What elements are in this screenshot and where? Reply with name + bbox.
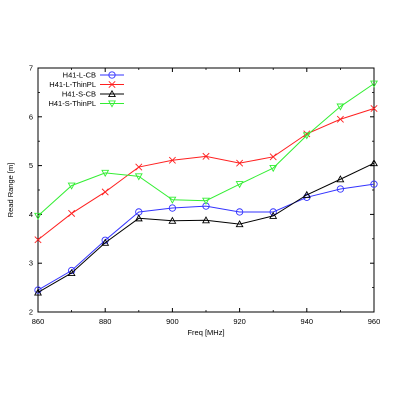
data-point — [168, 156, 176, 164]
data-point — [370, 104, 378, 113]
legend-label: H41-S-ThinPL — [48, 99, 96, 108]
data-point — [336, 175, 345, 183]
data-point — [302, 190, 311, 198]
data-point — [34, 288, 42, 296]
data-point — [135, 163, 143, 171]
legend-marker — [108, 71, 116, 79]
data-point — [303, 130, 311, 138]
series-h41-l-thinpl — [34, 104, 378, 244]
x-tick-label: 960 — [368, 317, 381, 326]
legend-label: H41-S-CB — [62, 90, 96, 99]
data-point — [34, 236, 42, 244]
data-point — [134, 173, 143, 181]
legend-label: H41-L-ThinPL — [49, 80, 96, 89]
data-point — [202, 197, 210, 205]
data-point — [67, 182, 76, 190]
y-tick-label: 3 — [29, 259, 33, 268]
series-h41-s-cb — [34, 159, 378, 296]
data-point — [269, 208, 277, 216]
data-point — [101, 169, 110, 178]
data-point — [269, 165, 278, 173]
series-line — [37, 83, 375, 217]
data-point — [336, 103, 345, 111]
data-point — [168, 196, 177, 204]
legend-marker — [108, 89, 116, 98]
data-point — [269, 211, 278, 219]
data-point — [168, 204, 177, 212]
data-point — [235, 181, 244, 189]
data-point — [336, 185, 345, 193]
x-axis-label: Freq [MHz] — [187, 328, 224, 337]
data-point — [34, 286, 42, 294]
data-point — [370, 180, 378, 188]
x-tick-label: 860 — [32, 317, 45, 326]
data-point — [168, 216, 177, 224]
series-layer — [34, 80, 378, 296]
x-tick-label: 900 — [166, 317, 179, 326]
data-point — [236, 159, 244, 167]
data-point — [202, 202, 210, 210]
series-line — [37, 183, 375, 291]
x-tick-label: 920 — [233, 317, 246, 326]
legend-marker — [108, 100, 116, 108]
data-point — [235, 208, 244, 216]
data-point — [101, 238, 110, 246]
y-tick-label: 4 — [29, 210, 33, 219]
y-tick-label: 2 — [29, 308, 33, 317]
legend-marker — [108, 80, 116, 89]
data-point — [134, 214, 143, 222]
data-point — [101, 188, 109, 196]
data-point — [202, 216, 210, 224]
data-point — [370, 80, 378, 88]
x-tick-label: 940 — [301, 317, 314, 326]
y-tick-label: 6 — [29, 112, 33, 121]
y-axis: 2 3 4 5 6 7 — [29, 64, 374, 317]
data-point — [269, 153, 277, 161]
data-point — [202, 152, 210, 160]
x-axis: 860 880 900 920 940 960 — [32, 68, 381, 326]
y-axis-label: Read Range [m] — [6, 163, 15, 218]
data-point — [235, 220, 244, 228]
y-tick-label: 7 — [29, 64, 33, 73]
data-point — [302, 132, 311, 140]
series-line — [37, 162, 375, 293]
legend-label: H41-L-CB — [63, 71, 96, 80]
data-point — [370, 159, 378, 167]
data-point — [68, 209, 76, 217]
data-point — [336, 115, 344, 123]
data-point — [67, 268, 76, 276]
series-h41-s-thinpl — [34, 80, 378, 220]
y-tick-label: 5 — [29, 161, 33, 170]
x-tick-label: 880 — [99, 317, 112, 326]
data-point — [34, 212, 42, 220]
